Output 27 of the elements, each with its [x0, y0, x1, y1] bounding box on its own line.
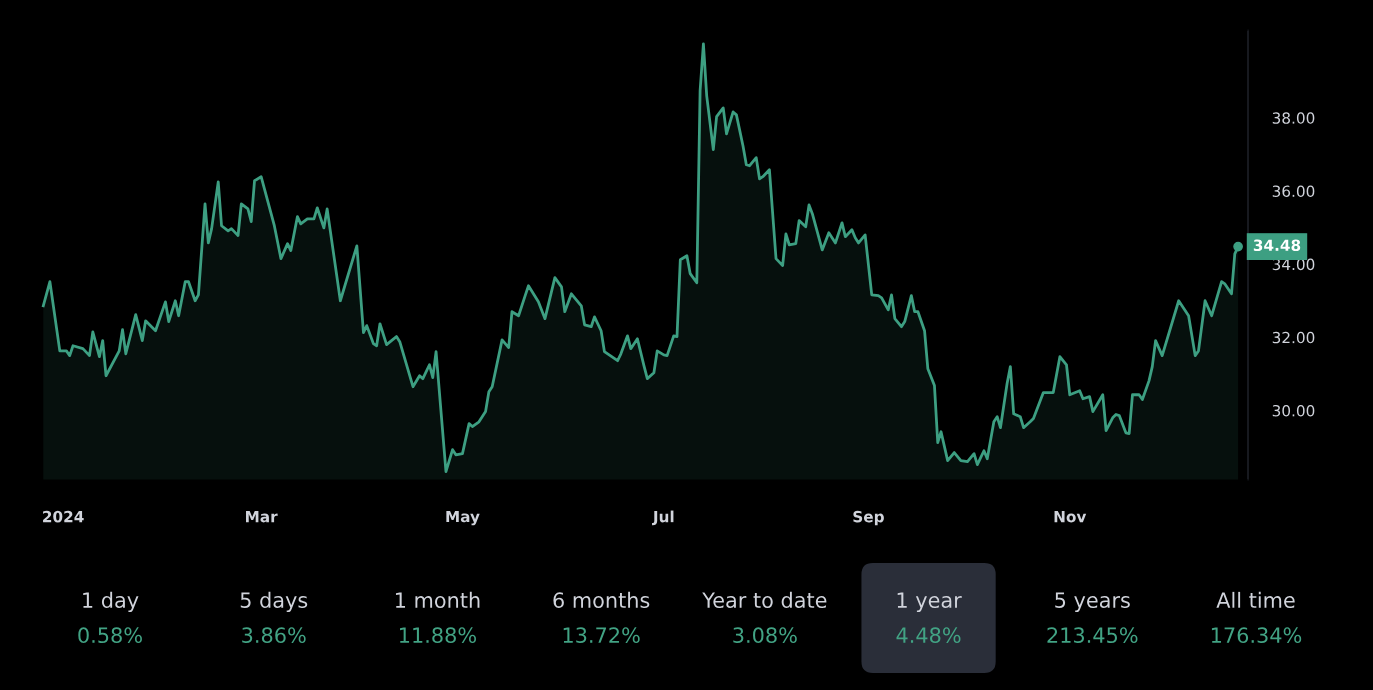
y-tick-label: 36.00 — [1272, 185, 1315, 197]
category-label: All time — [1216, 591, 1295, 608]
text: 0.58% — [78, 627, 142, 644]
text: 4.48% — [896, 627, 961, 644]
x-tick-label: Jul — [652, 510, 674, 526]
category-label: 6 months — [553, 591, 650, 608]
category-label: 5 years — [1055, 592, 1130, 613]
x-tick-label: 2024 — [43, 510, 84, 523]
y-tick-label: 30.00 — [1272, 404, 1315, 417]
category-label: 1 day — [83, 591, 139, 613]
text: 3.08% — [733, 627, 797, 644]
x-tick-label: Mar — [246, 511, 278, 523]
category-label: 1 year — [897, 592, 962, 613]
x-tick-label: May — [446, 510, 480, 526]
annotation: 34.48 — [1253, 239, 1301, 252]
x-tick-label: Sep — [853, 510, 884, 526]
text: 3.86% — [242, 627, 306, 644]
text: 176.34% — [1211, 627, 1302, 644]
text: 13.72% — [563, 627, 640, 644]
text: 11.88% — [400, 627, 476, 644]
category-label: 5 days — [240, 591, 308, 613]
text: 213.45% — [1047, 627, 1138, 644]
category-label: Year to date — [702, 591, 827, 608]
x-tick-label: Nov — [1054, 511, 1087, 523]
y-tick-label: 32.00 — [1272, 331, 1315, 344]
category-label: 1 month — [395, 591, 480, 608]
y-tick-label: 38.00 — [1272, 112, 1315, 124]
